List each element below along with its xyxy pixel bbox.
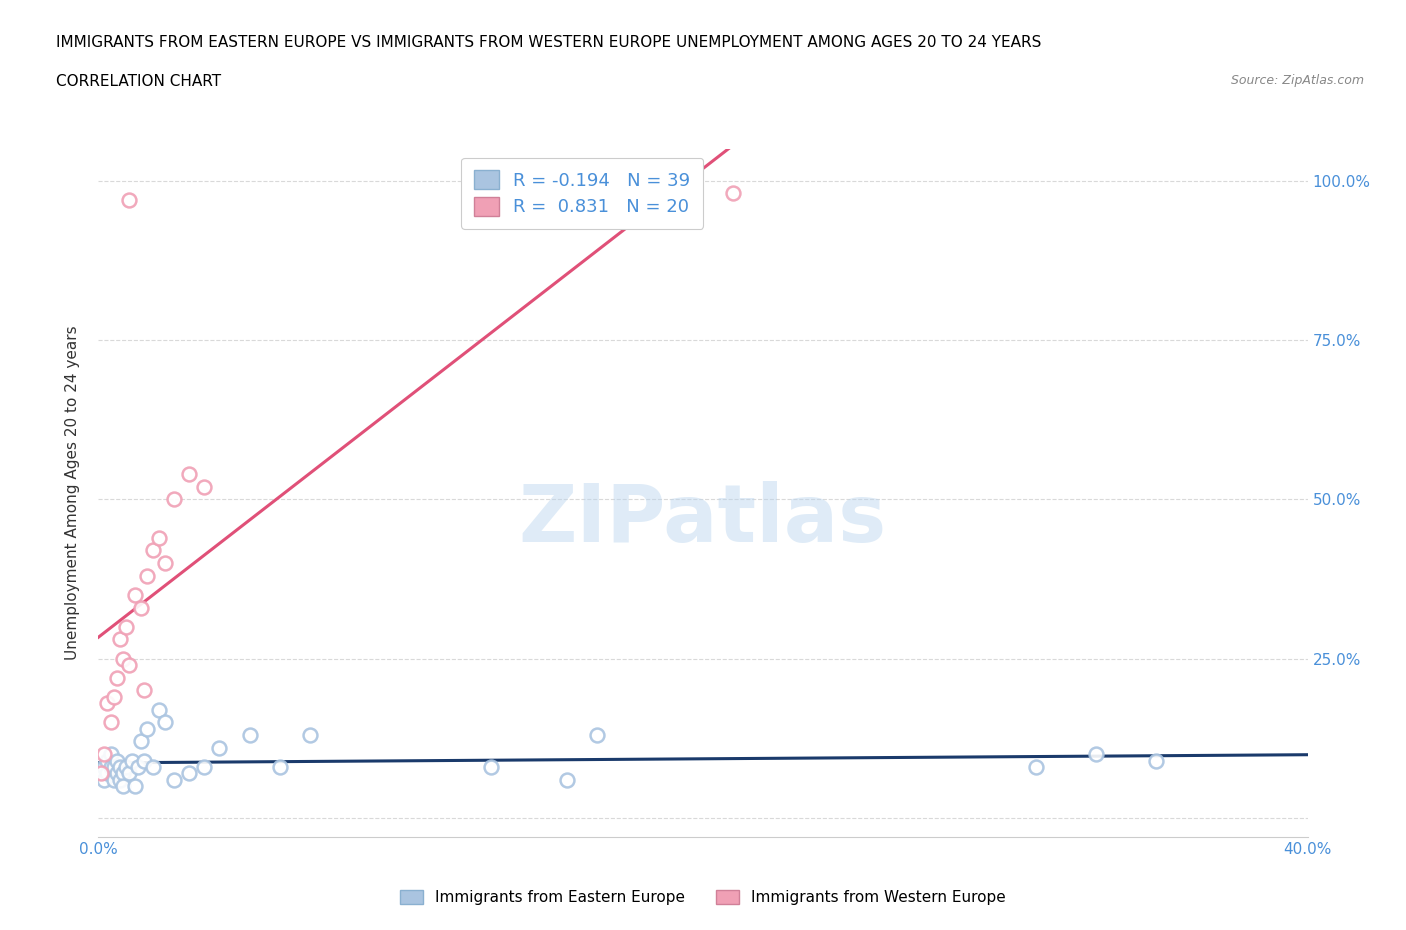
- Point: [1024, 760, 1046, 775]
- Point: [121, 753, 143, 768]
- Text: ZIPatlas: ZIPatlas: [519, 482, 887, 560]
- Point: [153, 555, 176, 570]
- Point: [135, 568, 157, 583]
- Point: [105, 671, 128, 685]
- Point: [269, 760, 291, 775]
- Point: [723, 186, 745, 201]
- Point: [93, 760, 115, 775]
- Point: [132, 753, 155, 768]
- Point: [93, 747, 115, 762]
- Point: [90, 765, 112, 780]
- Point: [111, 778, 134, 793]
- Point: [135, 722, 157, 737]
- Point: [142, 543, 165, 558]
- Point: [114, 760, 136, 775]
- Point: [163, 772, 186, 787]
- Point: [103, 689, 125, 704]
- Point: [555, 772, 578, 787]
- Point: [118, 658, 141, 672]
- Text: CORRELATION CHART: CORRELATION CHART: [56, 74, 221, 89]
- Point: [193, 760, 215, 775]
- Point: [132, 683, 155, 698]
- Point: [153, 715, 176, 730]
- Point: [100, 760, 122, 775]
- Point: [111, 765, 134, 780]
- Point: [124, 778, 146, 793]
- Point: [108, 760, 131, 775]
- Point: [96, 765, 118, 780]
- Legend: R = -0.194   N = 39, R =  0.831   N = 20: R = -0.194 N = 39, R = 0.831 N = 20: [461, 158, 703, 229]
- Point: [299, 727, 322, 742]
- Point: [105, 753, 128, 768]
- Point: [129, 600, 152, 615]
- Point: [100, 715, 122, 730]
- Point: [129, 734, 152, 749]
- Text: Source: ZipAtlas.com: Source: ZipAtlas.com: [1230, 74, 1364, 87]
- Point: [481, 760, 503, 775]
- Point: [108, 772, 131, 787]
- Legend: Immigrants from Eastern Europe, Immigrants from Western Europe: Immigrants from Eastern Europe, Immigran…: [392, 883, 1014, 913]
- Point: [1085, 747, 1108, 762]
- Point: [586, 727, 609, 742]
- Point: [114, 619, 136, 634]
- Point: [193, 479, 215, 494]
- Point: [96, 753, 118, 768]
- Point: [239, 727, 262, 742]
- Point: [90, 765, 112, 780]
- Point: [118, 193, 141, 207]
- Point: [148, 530, 170, 545]
- Point: [179, 765, 201, 780]
- Point: [103, 760, 125, 775]
- Point: [179, 466, 201, 481]
- Point: [96, 696, 118, 711]
- Point: [118, 765, 141, 780]
- Point: [124, 588, 146, 603]
- Y-axis label: Unemployment Among Ages 20 to 24 years: Unemployment Among Ages 20 to 24 years: [65, 326, 80, 660]
- Text: IMMIGRANTS FROM EASTERN EUROPE VS IMMIGRANTS FROM WESTERN EUROPE UNEMPLOYMENT AM: IMMIGRANTS FROM EASTERN EUROPE VS IMMIGR…: [56, 35, 1042, 50]
- Point: [1144, 753, 1167, 768]
- Point: [108, 632, 131, 647]
- Point: [127, 760, 149, 775]
- Point: [93, 772, 115, 787]
- Point: [105, 765, 128, 780]
- Point: [111, 651, 134, 666]
- Point: [100, 747, 122, 762]
- Point: [103, 772, 125, 787]
- Point: [148, 702, 170, 717]
- Point: [208, 740, 231, 755]
- Point: [142, 760, 165, 775]
- Point: [163, 492, 186, 507]
